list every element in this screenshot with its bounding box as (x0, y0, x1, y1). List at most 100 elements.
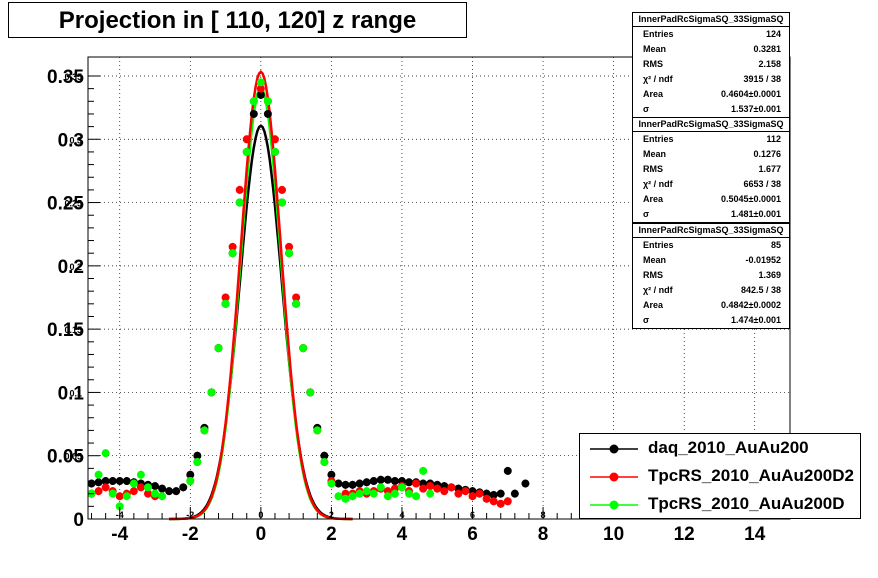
stats-value: 842.5 / 38 (740, 285, 781, 295)
data-point-0 (496, 489, 505, 498)
data-point-0 (249, 109, 258, 118)
stats-value: 0.5045±0.0001 (721, 194, 781, 204)
data-point-2 (278, 198, 287, 207)
y-tick-label: 0.1 (58, 383, 85, 404)
y-tick-label: 0.15 (47, 320, 84, 341)
data-point-1 (256, 84, 265, 93)
stats-row: χ² / ndf 3915 / 38 (633, 72, 789, 87)
fit-curve-1 (169, 70, 353, 521)
data-point-2 (221, 299, 230, 308)
legend-marker-tpcrs-d2 (590, 472, 638, 482)
data-point-2 (270, 147, 279, 156)
data-point-1 (228, 242, 237, 251)
stats-row: σ 1.537±0.001 (633, 102, 789, 117)
data-point-2 (158, 492, 167, 501)
data-point-0 (94, 478, 103, 487)
data-point-2 (193, 458, 202, 467)
y-inner-tick-label: 0.15 (64, 325, 82, 335)
x-tick-label: 12 (674, 524, 695, 545)
data-point-1 (412, 479, 421, 488)
data-point-2 (235, 198, 244, 207)
data-point-0 (489, 490, 498, 499)
data-point-0 (193, 451, 202, 460)
data-point-1 (433, 484, 442, 493)
stats-histogram-name: InnerPadRcSigmaSQ_33SigmaSQ (633, 118, 789, 132)
data-point-2 (292, 299, 301, 308)
stats-key: RMS (643, 270, 663, 280)
data-point-2 (101, 449, 110, 458)
x-tick-label: 6 (467, 524, 478, 545)
data-point-2 (200, 426, 209, 435)
data-point-2 (334, 492, 343, 501)
y-inner-tick-label: 0.35 (64, 72, 82, 82)
stats-key: Entries (643, 134, 674, 144)
data-point-1 (115, 492, 124, 501)
x-inner-tick-label: -2 (186, 510, 194, 520)
chart-title: Projection in [ 110, 120] z range (58, 7, 417, 34)
data-point-0 (521, 479, 530, 488)
data-point-2 (129, 479, 138, 488)
data-point-1 (235, 185, 244, 194)
stats-value: 124 (765, 29, 781, 39)
data-point-2 (320, 458, 329, 467)
plot-frame (87, 56, 791, 520)
y-inner-tick-label: 0.3 (69, 135, 82, 145)
y-inner-tick-label: 0.05 (64, 452, 82, 462)
stats-box-0: InnerPadRcSigmaSQ_33SigmaSQ Entries 124 Mea… (632, 12, 790, 118)
stats-value: 1.474±0.001 (731, 315, 781, 325)
stats-key: Area (643, 89, 664, 99)
data-point-0 (115, 477, 124, 486)
y-tick-label: 0.2 (58, 257, 84, 278)
data-point-1 (447, 483, 456, 492)
legend-label-daq: daq_2010_AuAu200 (648, 438, 809, 457)
data-point-2 (94, 470, 103, 479)
data-point-0 (327, 470, 336, 479)
stats-row: Area 0.4604±0.0001 (633, 87, 789, 102)
stats-histogram-name: InnerPadRcSigmaSQ_33SigmaSQ (633, 13, 789, 27)
data-point-1 (129, 487, 138, 496)
data-point-1 (496, 499, 505, 508)
data-point-2 (228, 249, 237, 258)
data-point-2 (369, 489, 378, 498)
data-point-1 (475, 489, 484, 498)
stats-value: 1.481±0.001 (731, 209, 781, 219)
stats-histogram-name: InnerPadRcSigmaSQ_33SigmaSQ (633, 224, 789, 238)
data-point-2 (348, 492, 357, 501)
data-point-1 (221, 293, 230, 302)
data-point-2 (242, 147, 251, 156)
y-tick-label: 0 (73, 510, 84, 531)
data-point-2 (207, 388, 216, 397)
stats-key: Entries (643, 240, 674, 250)
data-point-2 (405, 489, 414, 498)
stats-value: 6653 / 38 (743, 179, 781, 189)
data-point-1 (278, 185, 287, 194)
data-point-2 (143, 483, 152, 492)
data-point-2 (419, 466, 428, 475)
stats-key: σ (643, 209, 650, 219)
data-point-2 (383, 492, 392, 501)
x-tick-label: 14 (744, 524, 766, 545)
y-tick-label: 0.35 (47, 67, 84, 88)
data-point-2 (412, 492, 421, 501)
data-point-2 (186, 477, 195, 486)
data-point-2 (341, 494, 350, 503)
y-tick-label: 0.05 (47, 447, 84, 468)
stats-value: 3915 / 38 (743, 74, 781, 84)
data-point-1 (292, 293, 301, 302)
data-points (87, 78, 530, 511)
stats-row: Area 0.4842±0.0002 (633, 298, 789, 313)
stats-key: χ² / ndf (643, 74, 673, 84)
x-tick-label: -2 (182, 524, 199, 545)
data-point-2 (306, 388, 315, 397)
stats-key: χ² / ndf (643, 285, 673, 295)
data-point-0 (348, 480, 357, 489)
data-point-1 (426, 482, 435, 491)
data-point-2 (426, 489, 435, 498)
data-point-2 (299, 344, 308, 353)
title-box: Projection in [ 110, 120] z range (8, 2, 467, 38)
x-inner-tick-label: 6 (470, 510, 475, 520)
data-point-0 (179, 483, 188, 492)
stats-value: -0.01952 (745, 255, 781, 265)
data-point-0 (390, 477, 399, 486)
data-point-0 (256, 90, 265, 99)
